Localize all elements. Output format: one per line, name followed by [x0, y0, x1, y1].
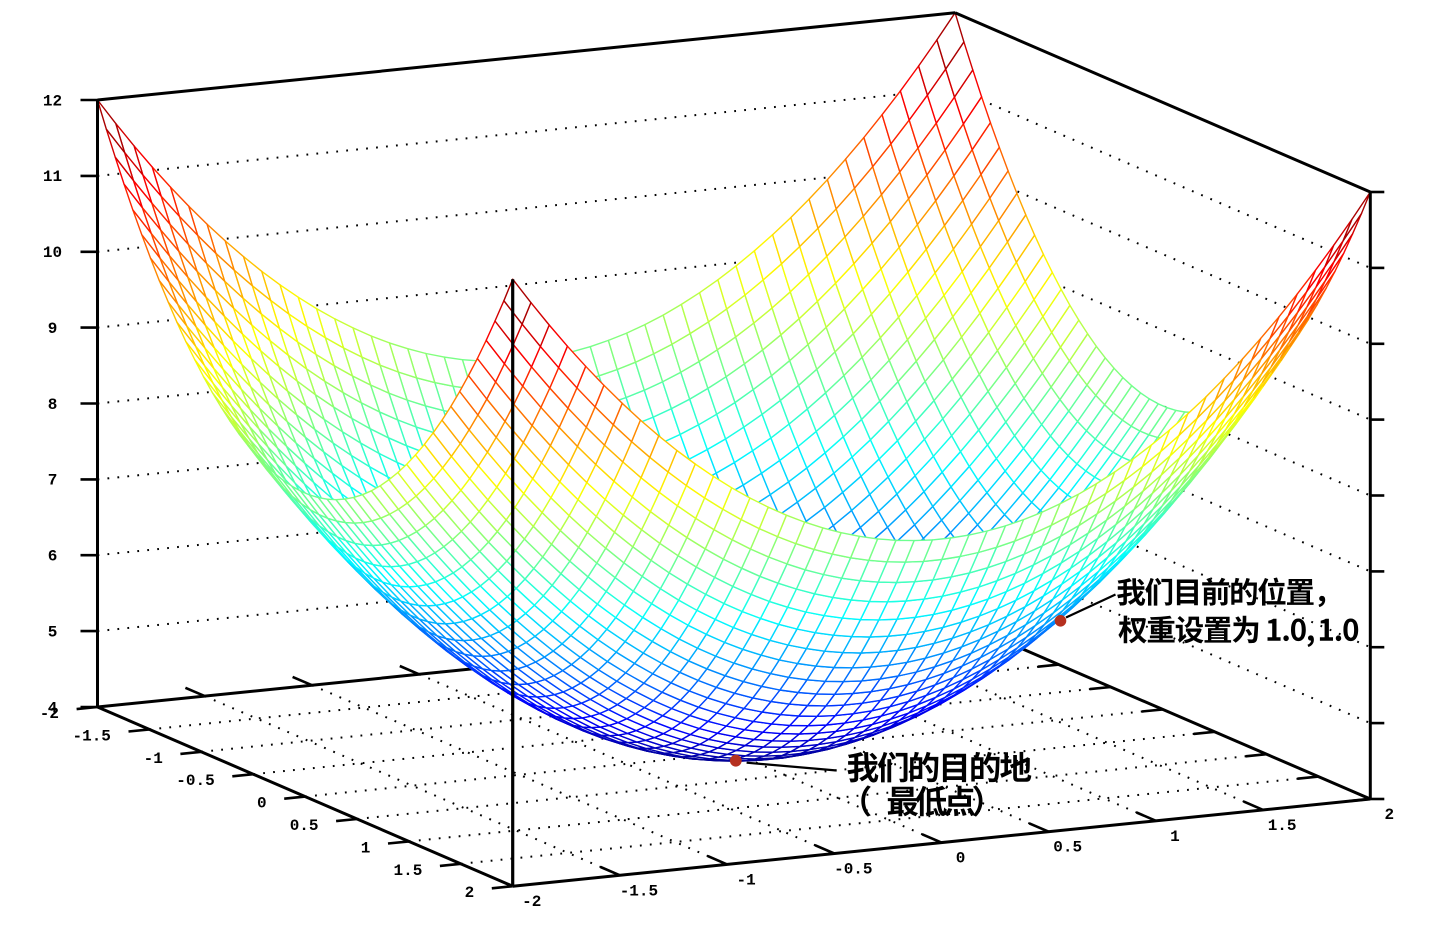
svg-text:-1.5: -1.5	[620, 882, 658, 900]
svg-text:-2: -2	[522, 893, 541, 911]
svg-text:11: 11	[43, 168, 62, 186]
svg-text:-1.5: -1.5	[72, 727, 110, 745]
svg-text:10: 10	[43, 244, 62, 262]
svg-text:1: 1	[1170, 828, 1180, 846]
svg-text:1.5: 1.5	[1268, 817, 1297, 835]
svg-text:6: 6	[48, 548, 58, 566]
svg-text:12: 12	[43, 92, 62, 110]
svg-text:-0.5: -0.5	[176, 772, 214, 790]
svg-text:0: 0	[956, 850, 966, 868]
svg-text:5: 5	[48, 623, 58, 641]
svg-text:1.5: 1.5	[393, 862, 422, 880]
svg-text:-0.5: -0.5	[834, 861, 872, 879]
svg-text:-1: -1	[144, 750, 163, 768]
svg-text:-1: -1	[736, 871, 755, 889]
svg-text:0: 0	[257, 795, 267, 813]
svg-text:4: 4	[48, 699, 58, 717]
svg-text:8: 8	[48, 396, 58, 414]
svg-text:0.5: 0.5	[290, 817, 319, 835]
svg-text:7: 7	[48, 472, 58, 490]
svg-text:-2: -2	[40, 705, 59, 723]
svg-text:1: 1	[361, 839, 371, 857]
svg-text:9: 9	[48, 320, 58, 338]
svg-text:2: 2	[465, 884, 475, 902]
svg-text:0.5: 0.5	[1053, 839, 1082, 857]
svg-text:2: 2	[1384, 806, 1394, 824]
